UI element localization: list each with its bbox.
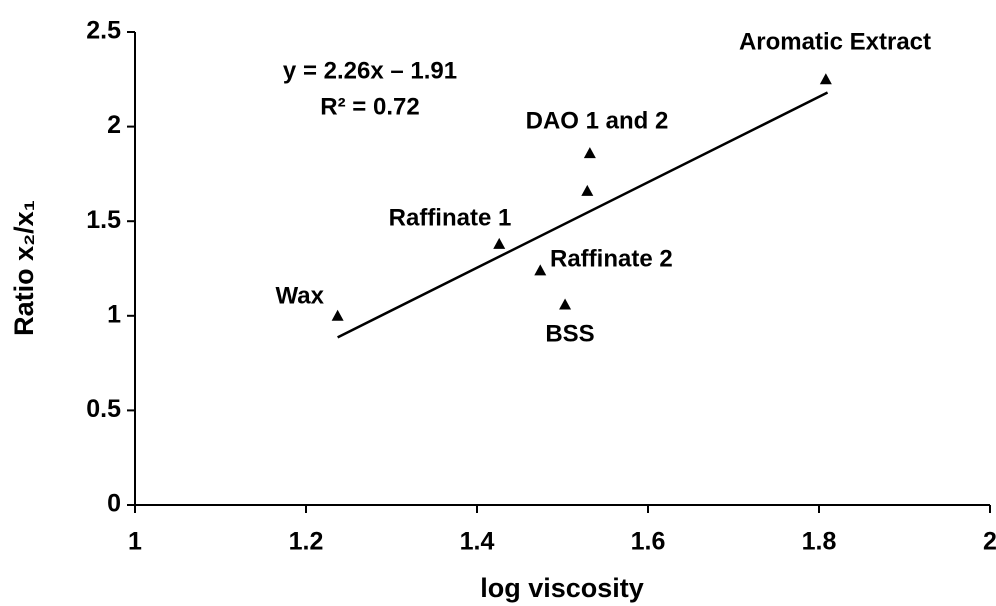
x-axis-title: log viscosity <box>480 573 644 603</box>
x-tick-label: 1 <box>128 528 142 556</box>
annotation: DAO 1 and 2 <box>526 107 669 134</box>
y-tick-label: 2.5 <box>86 17 121 45</box>
y-tick-label: 0.5 <box>86 395 121 423</box>
marker <box>534 264 547 276</box>
annotation: Aromatic Extract <box>739 28 931 55</box>
y-tick-label: 1 <box>107 300 121 328</box>
x-tick-label: 1.6 <box>631 528 666 556</box>
annotation: BSS <box>545 320 594 347</box>
x-tick-label: 2 <box>983 528 996 556</box>
annotation: y = 2.26x – 1.91 <box>283 57 457 84</box>
annotation: Raffinate 2 <box>550 245 673 272</box>
marker <box>493 237 506 249</box>
marker <box>581 184 594 196</box>
y-axis-title: Ratio x₂/x₁ <box>9 200 39 336</box>
marker <box>583 147 596 159</box>
marker <box>331 309 344 321</box>
annotation: Raffinate 1 <box>389 204 512 231</box>
y-tick-label: 1.5 <box>86 206 121 234</box>
y-tick-label: 2 <box>107 111 121 139</box>
x-tick-label: 1.8 <box>802 528 837 556</box>
trendline <box>337 91 829 339</box>
marker <box>819 73 832 85</box>
x-tick-label: 1.2 <box>289 528 324 556</box>
annotation: Wax <box>276 282 325 309</box>
marker <box>559 298 572 310</box>
y-tick-label: 0 <box>107 490 121 518</box>
annotation: R² = 0.72 <box>320 93 419 120</box>
x-tick-label: 1.4 <box>460 528 495 556</box>
